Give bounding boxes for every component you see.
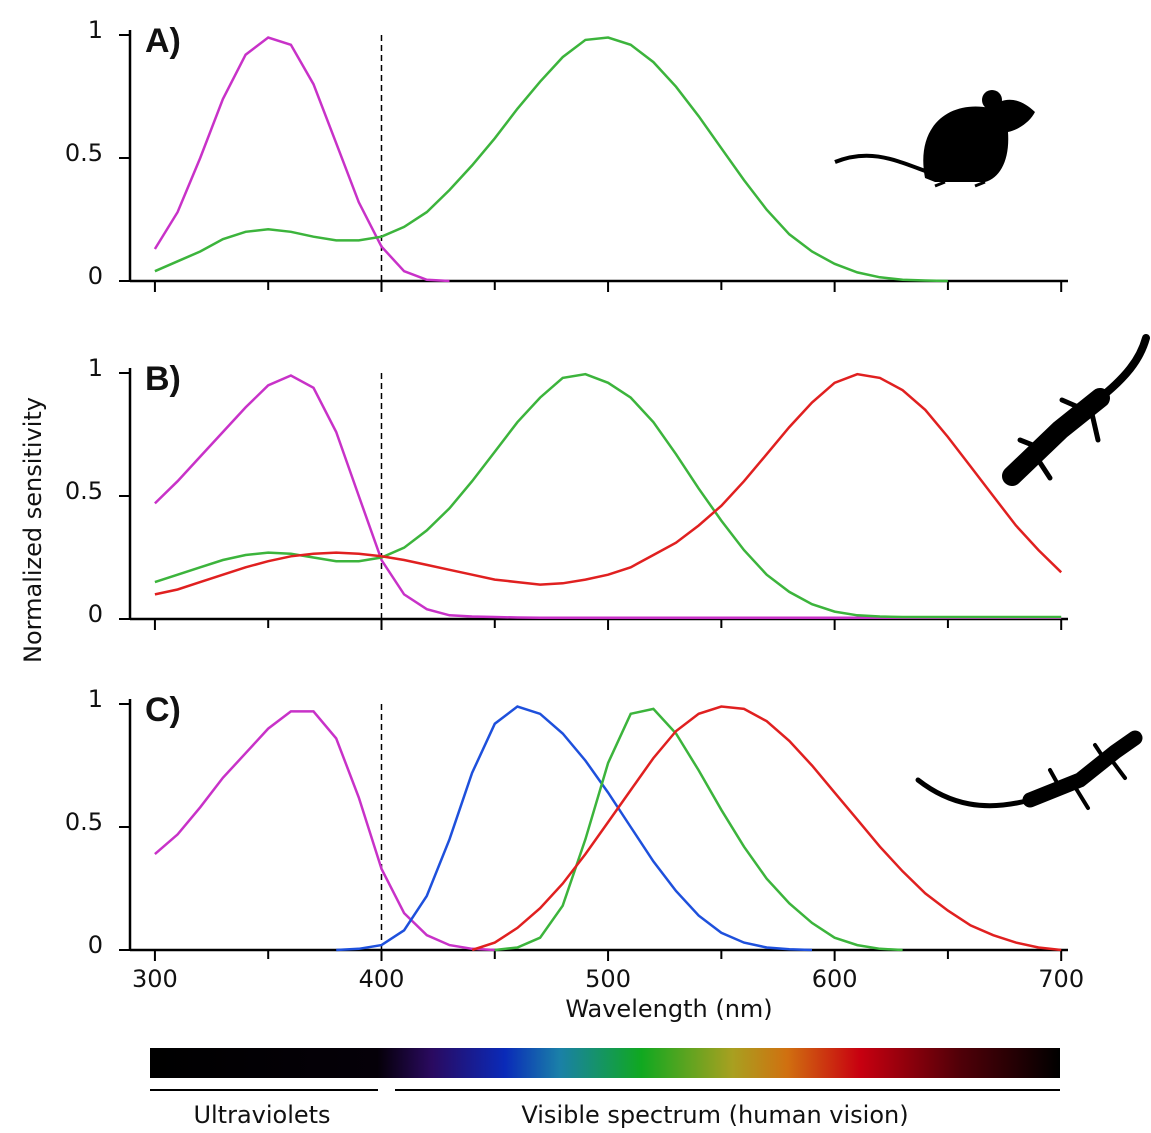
visible-label: Visible spectrum (human vision) [521, 1101, 908, 1129]
spectrum-bar [150, 1048, 1060, 1078]
x-tick-label: 300 [132, 965, 178, 993]
y-tick-label: 0.5 [65, 477, 103, 505]
y-axis-label: Normalized sensitivity [19, 397, 47, 663]
x-axis-label: Wavelength (nm) [565, 995, 772, 1023]
y-tick-label: 1 [88, 16, 103, 44]
y-tick-label: 0 [88, 262, 103, 290]
series-line [154, 36, 948, 283]
x-tick-label: 400 [359, 965, 405, 993]
gecko-silhouette [1002, 334, 1150, 486]
y-tick-label: 0 [88, 600, 103, 628]
series-line [336, 705, 813, 952]
series-line [153, 36, 450, 283]
lizard-silhouette [915, 730, 1143, 810]
x-tick-label: 600 [812, 965, 858, 993]
y-tick-label: 0.5 [65, 808, 103, 836]
series-line [154, 710, 495, 952]
panel-label: C) [145, 691, 181, 729]
y-tick-label: 1 [88, 685, 103, 713]
mouse-silhouette [834, 90, 1035, 188]
y-tick-label: 0 [88, 931, 103, 959]
series-line [494, 707, 903, 952]
series-line [154, 374, 1062, 620]
series-line [154, 372, 1062, 619]
y-tick-label: 0.5 [65, 139, 103, 167]
plots: 0 0.5 1 A) 0 0.5 1 B) Normalized sensitivity 0 0.5… [19, 16, 1084, 1023]
x-tick-label: 500 [585, 965, 631, 993]
x-tick-label: 700 [1038, 965, 1084, 993]
y-tick-label: 1 [88, 354, 103, 382]
series-line [154, 372, 1063, 596]
series-line [471, 705, 1062, 952]
panel-label: A) [145, 22, 181, 60]
uv-label: Ultraviolets [193, 1101, 330, 1129]
panel-label: B) [145, 360, 181, 398]
